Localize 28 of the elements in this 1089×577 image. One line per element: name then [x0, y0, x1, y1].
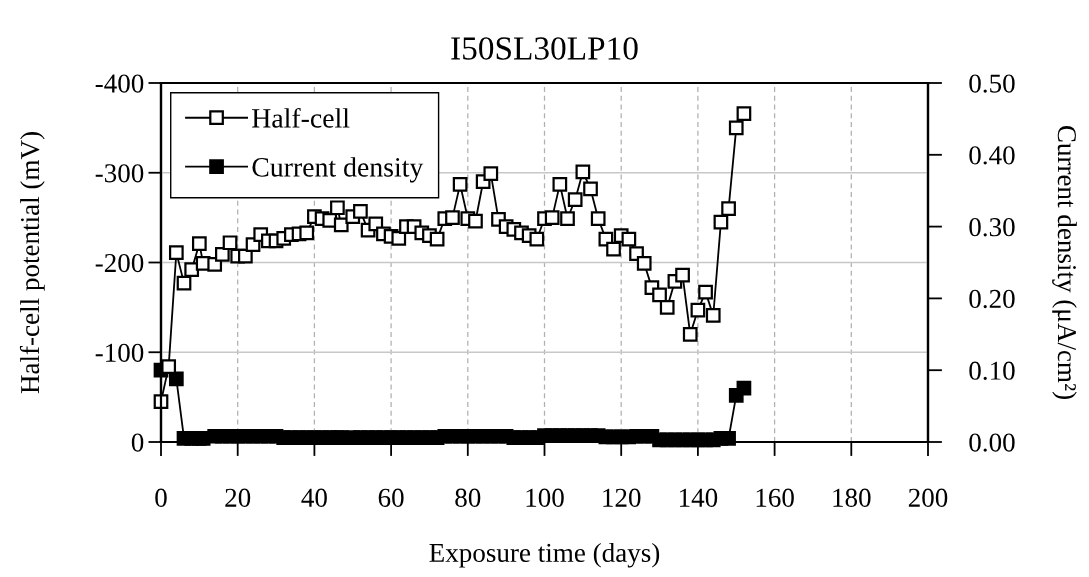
x-tick-label: 140 [679, 488, 718, 507]
y2-tick-label: 0.00 [969, 433, 1015, 452]
y-tick-label: -200 [95, 253, 144, 273]
x-axis-title: Exposure time (days) [429, 542, 660, 568]
y-tick-label: -400 [95, 74, 144, 93]
x-tick-label: 60 [378, 488, 404, 507]
x-tick-label: 80 [455, 488, 481, 507]
legend-label: Half-cell [252, 107, 350, 128]
y-tick-label: -100 [95, 343, 144, 362]
x-tick-label: 20 [225, 488, 251, 507]
y-axis-title: Half-cell potential (mV) [19, 132, 45, 394]
y2-tick-label: 0.40 [969, 146, 1015, 165]
chart-title: I50SL30LP10 [451, 37, 638, 60]
y2-tick-label: 0.20 [969, 289, 1015, 309]
x-tick-label: 160 [756, 488, 794, 507]
y-tick-label: -300 [95, 164, 144, 183]
x-tick-label: 180 [833, 488, 871, 507]
y2-tick-label: 0.10 [969, 361, 1015, 380]
x-tick-label: 100 [526, 488, 564, 507]
y2-tick-label: 0.50 [969, 74, 1015, 93]
x-tick-label: 200 [908, 488, 948, 507]
legend-label: Current density [252, 157, 424, 183]
x-tick-label: 0 [155, 488, 167, 507]
x-tick-label: 40 [301, 488, 327, 507]
y2-tick-label: 0.30 [969, 217, 1015, 237]
x-tick-label: 120 [603, 488, 641, 507]
y2-axis-title: Current density (μA/cm²) [1052, 125, 1077, 399]
y-tick-label: 0 [131, 433, 144, 452]
